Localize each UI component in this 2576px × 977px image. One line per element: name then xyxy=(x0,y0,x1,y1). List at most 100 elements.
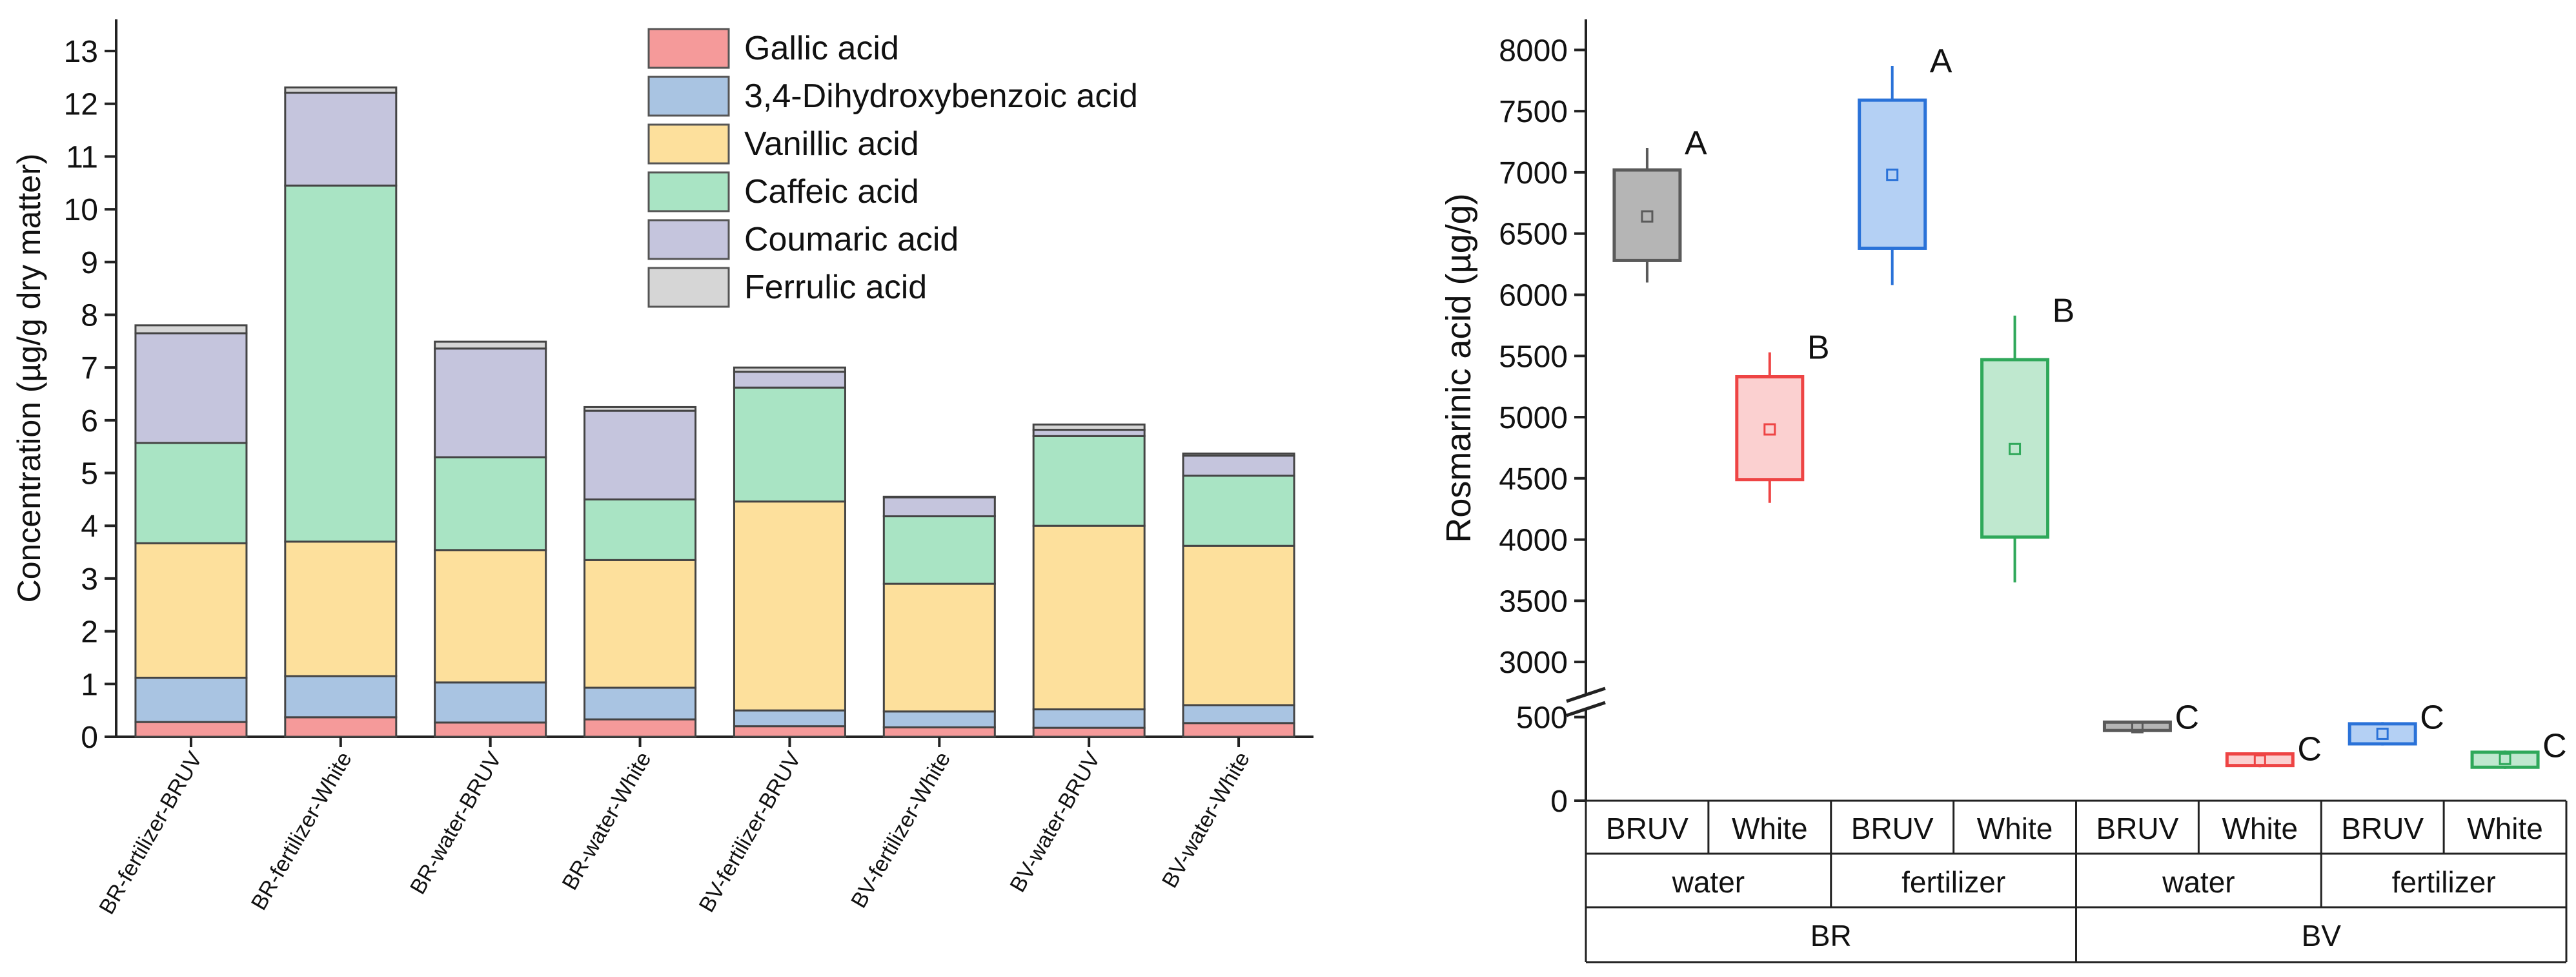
x-tick-label: BR-fertilizer-BRUV xyxy=(94,748,207,919)
y-tick-label: 4 xyxy=(81,509,98,544)
x-tick-label: BR-fertilizer-White xyxy=(247,748,357,914)
mean-marker xyxy=(2131,721,2144,734)
x-tick-label: BV-fertilizer-BRUV xyxy=(695,748,806,916)
x-tick-label: BR-water-BRUV xyxy=(405,748,507,899)
mean-marker xyxy=(1886,169,1899,181)
y-tick-label: 2 xyxy=(81,615,98,650)
x-tick-label: BV-fertilizer-White xyxy=(846,748,955,912)
bar-segment xyxy=(583,406,697,412)
bar-segment xyxy=(733,366,846,373)
bar-segment xyxy=(284,540,398,677)
y-tick-label: 3 xyxy=(81,562,98,597)
mean-marker xyxy=(2009,442,2022,455)
bar-segment xyxy=(882,496,996,518)
bar-segment xyxy=(1032,524,1146,711)
legend-label: Caffeic acid xyxy=(744,173,919,211)
category-label-level2: fertilizer xyxy=(1902,865,2005,899)
significance-letter: C xyxy=(2420,699,2444,736)
y-tick-label: 3000 xyxy=(1499,646,1568,680)
bar-segment xyxy=(1032,726,1146,738)
bar-segment xyxy=(1182,722,1295,738)
y-axis-title: Rosmarinic acid (µg/g) xyxy=(1439,193,1478,542)
bar-segment xyxy=(434,681,547,724)
bar-segment xyxy=(434,340,547,350)
legend-swatch xyxy=(647,219,730,260)
bar-segment xyxy=(1182,475,1295,547)
y-tick-label: 7 xyxy=(81,351,98,386)
legend-label: 3,4-Dihydroxybenzoic acid xyxy=(744,77,1138,115)
legend-swatch xyxy=(647,267,730,308)
box xyxy=(1735,375,1805,482)
y-tick-label: 5500 xyxy=(1499,340,1568,374)
bar-segment xyxy=(284,184,398,543)
y-tick-label: 0 xyxy=(81,721,98,755)
bar-segment xyxy=(583,409,697,500)
category-label-level2: fertilizer xyxy=(2392,865,2496,899)
legend-label: Ferrulic acid xyxy=(744,269,927,306)
y-tick-label: 8000 xyxy=(1499,34,1568,68)
y-tick-label: 10 xyxy=(64,193,98,227)
x-tick-label: BV-water-White xyxy=(1157,748,1255,892)
mean-marker xyxy=(2499,752,2511,765)
bar-segment xyxy=(1182,452,1295,457)
bar-segment xyxy=(882,726,996,738)
y-tick-label: 3500 xyxy=(1499,584,1568,619)
bar-segment xyxy=(882,515,996,585)
bar-segment xyxy=(284,92,398,187)
legend-swatch xyxy=(647,28,730,69)
x-tick-label: BV-water-BRUV xyxy=(1005,748,1105,896)
box xyxy=(1612,168,1682,262)
significance-letter: C xyxy=(2542,727,2567,765)
bar-segment xyxy=(733,386,846,503)
significance-letter: A xyxy=(1930,43,1952,80)
bar-segment xyxy=(583,686,697,721)
box xyxy=(2102,720,2172,732)
bar-segment xyxy=(134,721,248,738)
bar-segment xyxy=(284,86,398,94)
bar-segment xyxy=(1032,435,1146,527)
bar-segment xyxy=(134,442,248,544)
legend-label: Vanillic acid xyxy=(744,125,919,163)
bar-segment xyxy=(733,709,846,728)
legend-swatch xyxy=(647,123,730,165)
bar-segment xyxy=(733,725,846,738)
legend-label: Gallic acid xyxy=(744,30,899,67)
category-label-level1: BRUV xyxy=(2341,812,2424,845)
y-tick-label: 6500 xyxy=(1499,218,1568,252)
bar-segment xyxy=(1182,544,1295,706)
y-tick-label: 1 xyxy=(81,668,98,702)
bar-segment xyxy=(134,332,248,444)
bar-segment xyxy=(134,677,248,723)
category-label-level1: White xyxy=(1732,812,1808,845)
y-tick-label: 6000 xyxy=(1499,278,1568,313)
axis-break-mark xyxy=(1566,686,1606,703)
y-tick-label: 0 xyxy=(1550,785,1568,819)
significance-letter: C xyxy=(2175,699,2199,736)
category-label-level1: White xyxy=(2222,812,2298,845)
box xyxy=(1980,358,2050,539)
y-tick-label: 5 xyxy=(81,457,98,491)
x-tick-label: BR-water-White xyxy=(558,748,656,894)
legend-swatch xyxy=(647,171,730,212)
bar-segment xyxy=(1032,423,1146,431)
y-tick-label: 12 xyxy=(64,88,98,122)
box xyxy=(1858,98,1927,250)
bar-segment xyxy=(134,542,248,679)
category-label-level2: water xyxy=(2162,865,2235,899)
y-tick-label: 8 xyxy=(81,298,98,333)
legend-swatch xyxy=(647,76,730,117)
box-chart: 3000350040004500500055006000650070007500… xyxy=(1439,19,2568,963)
bar-segment xyxy=(733,500,846,712)
y-tick-label: 4000 xyxy=(1499,524,1568,558)
bar-segment xyxy=(134,324,248,334)
category-label-level1: BRUV xyxy=(1606,812,1689,845)
mean-marker xyxy=(1763,423,1776,436)
y-tick-label: 11 xyxy=(66,140,98,174)
legend-label: Coumaric acid xyxy=(744,221,958,258)
bar-segment xyxy=(583,498,697,561)
y-tick-label: 500 xyxy=(1516,701,1568,735)
bar-segment xyxy=(1182,704,1295,725)
